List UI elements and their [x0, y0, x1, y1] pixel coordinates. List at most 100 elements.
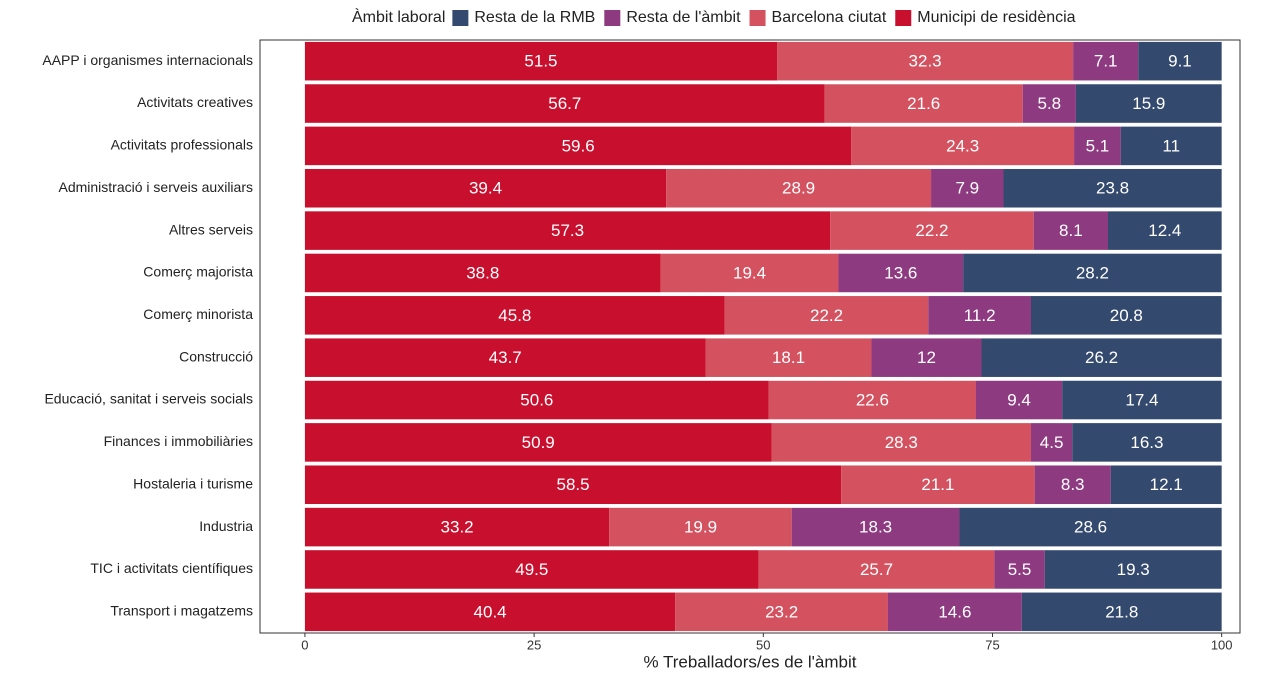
bar-label: 28.6 — [1074, 518, 1107, 537]
y-tick-label: Hostaleria i turisme — [133, 475, 253, 491]
bar-segment — [1072, 423, 1222, 462]
bar-segment — [758, 550, 995, 589]
x-tick-label: 0 — [301, 637, 308, 652]
bar-label: 40.4 — [474, 602, 507, 621]
bar-label: 28.9 — [782, 179, 815, 198]
bar-label: 15.9 — [1132, 94, 1165, 113]
bar-segment — [981, 338, 1222, 377]
y-tick-label: Industria — [199, 518, 253, 534]
bar-segment — [675, 592, 888, 632]
bar-label: 57.3 — [551, 221, 584, 240]
bar-segment — [777, 41, 1074, 81]
bar-label: 5.5 — [1008, 560, 1032, 579]
bar-segment — [1110, 465, 1222, 505]
y-tick-label: Comerç majorista — [143, 264, 253, 280]
legend-swatch — [452, 10, 469, 26]
legend-swatch — [604, 10, 621, 26]
bar-label: 18.1 — [772, 348, 805, 367]
y-tick-label: Comerç minorista — [143, 306, 253, 322]
bar-segment — [304, 84, 825, 123]
y-tick-label: Finances i immobiliàries — [104, 433, 253, 449]
bar-label: 16.3 — [1130, 433, 1163, 452]
bar-segment — [304, 380, 769, 420]
bar-label: 4.5 — [1040, 433, 1064, 452]
bar-label: 7.1 — [1094, 52, 1118, 71]
bar-label: 23.8 — [1096, 179, 1129, 198]
bar-segment — [304, 168, 667, 208]
bar-label: 8.3 — [1061, 475, 1085, 494]
bar-label: 59.6 — [562, 136, 595, 155]
bar-label: 19.3 — [1117, 560, 1150, 579]
x-axis-label: % Treballadors/es de l'àmbit — [643, 652, 856, 671]
bar-segment — [871, 338, 982, 377]
y-tick-label: Activitats professionals — [111, 137, 253, 153]
bar-segment — [768, 380, 976, 420]
x-tick-label: 50 — [756, 637, 770, 652]
bar-segment — [1033, 211, 1108, 250]
bar-segment — [1044, 550, 1222, 589]
bar-label: 11 — [1162, 136, 1180, 155]
bar-segment — [705, 338, 872, 377]
bar-segment — [1062, 380, 1222, 420]
bar-label: 25.7 — [860, 560, 893, 579]
bar-segment — [841, 465, 1035, 505]
bar-label: 50.6 — [520, 391, 553, 410]
bar-label: 21.8 — [1105, 602, 1138, 621]
bar-label: 8.1 — [1059, 221, 1083, 240]
bar-segment — [791, 507, 960, 547]
bar-segment — [851, 126, 1075, 166]
bar-segment — [994, 550, 1045, 589]
bar-label: 20.8 — [1110, 306, 1143, 325]
bar-segment — [609, 507, 792, 547]
bar-label: 13.6 — [884, 263, 917, 282]
bar-segment — [824, 84, 1023, 123]
bar-label: 50.9 — [522, 433, 555, 452]
legend-label: Barcelona ciutat — [772, 9, 887, 26]
bar-segment — [304, 296, 725, 335]
bar-label: 58.5 — [557, 475, 590, 494]
bar-label: 28.3 — [885, 433, 918, 452]
bar-label: 22.2 — [810, 306, 843, 325]
y-tick-label: Altres serveis — [169, 221, 253, 237]
bar-segment — [1107, 211, 1222, 250]
bar-segment — [304, 423, 772, 462]
bar-label: 19.9 — [684, 518, 717, 537]
x-tick-label: 100 — [1211, 637, 1233, 652]
bar-segment — [1021, 592, 1222, 632]
bar-label: 38.8 — [466, 263, 499, 282]
y-tick-label: AAPP i organismes internacionals — [42, 52, 253, 68]
bar-segment — [304, 507, 610, 547]
bar-segment — [1138, 41, 1222, 81]
bar-segment — [771, 423, 1031, 462]
bar-segment — [1030, 423, 1073, 462]
x-tick-label: 75 — [985, 637, 999, 652]
bar-label: 33.2 — [441, 518, 474, 537]
bar-label: 43.7 — [489, 348, 522, 367]
bar-segment — [1120, 126, 1222, 166]
bar-label: 12.1 — [1150, 475, 1183, 494]
bar-segment — [1003, 168, 1222, 208]
bar-label: 28.2 — [1076, 263, 1109, 282]
bar-segment — [304, 126, 852, 166]
bar-segment — [304, 550, 759, 589]
bar-label: 14.6 — [938, 602, 971, 621]
bar-segment — [1034, 465, 1111, 505]
bar-label: 45.8 — [498, 306, 531, 325]
bar-segment — [830, 211, 1034, 250]
y-tick-label: Construcció — [179, 348, 253, 364]
bar-label: 22.6 — [856, 391, 889, 410]
bar-segment — [931, 168, 1004, 208]
bar-label: 24.3 — [946, 136, 979, 155]
bar-label: 21.6 — [907, 94, 940, 113]
bar-label: 9.4 — [1007, 391, 1031, 410]
y-tick-label: Educació, sanitat i serveis socials — [44, 391, 253, 407]
bar-label: 17.4 — [1125, 391, 1158, 410]
bar-label: 21.1 — [921, 475, 954, 494]
bar-segment — [838, 253, 964, 293]
bar-label: 49.5 — [515, 560, 548, 579]
bar-segment — [1075, 84, 1222, 123]
bar-label: 11.2 — [964, 306, 996, 325]
bar-segment — [304, 253, 661, 293]
bar-label: 56.7 — [548, 94, 581, 113]
